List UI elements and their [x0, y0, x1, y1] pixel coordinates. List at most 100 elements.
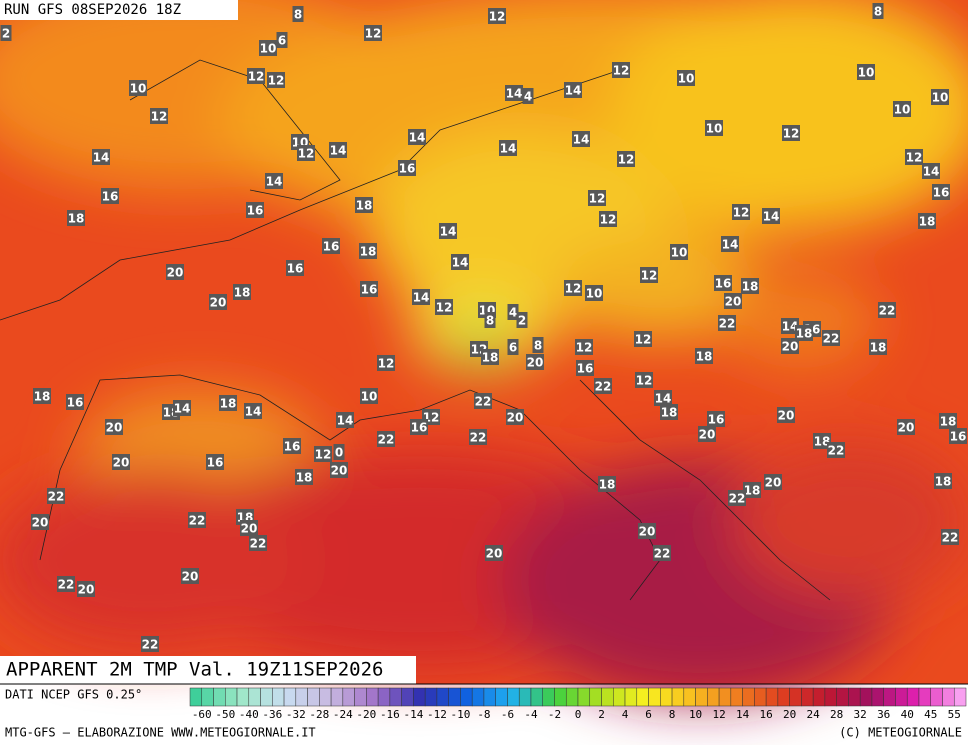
colorbar-swatch	[565, 687, 579, 707]
temperature-label: 20	[527, 356, 544, 370]
label-box	[0, 25, 12, 41]
colorbar-tick-label: -50	[215, 708, 235, 721]
label-box	[714, 275, 732, 291]
colorbar-swatch	[812, 687, 826, 707]
colorbar-tick-label: -40	[239, 708, 259, 721]
label-box	[66, 394, 84, 410]
temperature-label: 16	[708, 413, 725, 427]
label-box	[893, 101, 911, 117]
label-box	[129, 80, 147, 96]
temperature-label: 20	[486, 547, 503, 561]
colorbar-tick-label: -16	[380, 708, 400, 721]
label-box	[653, 545, 671, 561]
colorbar-swatch	[848, 687, 861, 707]
run-label: RUN GFS 08SEP2026 18Z	[4, 2, 181, 18]
temperature-label: 16	[361, 283, 378, 297]
temperature-label: 22	[719, 317, 736, 331]
colorbar-swatch	[906, 687, 920, 707]
temperature-label: 14	[782, 320, 799, 334]
temperature-label: 16	[715, 277, 732, 291]
colorbar-tick-label: 0	[575, 708, 582, 721]
temperature-label: 10	[130, 82, 147, 96]
label-box	[670, 244, 688, 260]
label-box	[594, 378, 612, 394]
colorbar-swatch	[742, 687, 755, 707]
credits-label: MTG-GFS — ELABORAZIONE WWW.METEOGIORNALE…	[5, 726, 316, 740]
temperature-label: 10	[932, 91, 949, 105]
colorbar-tick-label: 28	[830, 708, 843, 721]
temperature-label: 20	[639, 525, 656, 539]
label-box	[575, 339, 593, 355]
label-box	[295, 469, 313, 485]
temperature-label: 20	[32, 516, 49, 530]
label-box	[522, 88, 534, 104]
label-box	[654, 390, 672, 406]
colorbar-swatch	[448, 687, 461, 707]
temperature-label: 12	[618, 153, 635, 167]
label-box	[827, 442, 845, 458]
temperature-label: 10	[858, 66, 875, 80]
colorbar-tick-label: 55	[948, 708, 961, 721]
temperature-label: 16	[102, 190, 119, 204]
label-box	[507, 339, 519, 355]
colorbar-swatch	[707, 687, 720, 707]
label-box	[698, 426, 716, 442]
label-box	[398, 160, 416, 176]
temperature-label: 6	[278, 34, 286, 48]
temperature-label: 18	[696, 350, 713, 364]
label-box	[934, 473, 952, 489]
colorbar-swatch	[542, 687, 555, 707]
label-box	[564, 82, 582, 98]
label-box	[439, 223, 457, 239]
colorbar-swatch	[307, 687, 320, 707]
copyright-label: (C) METEOGIORNALE	[839, 726, 962, 740]
colorbar-tick-label: 6	[645, 708, 652, 721]
colorbar-swatch	[789, 687, 802, 707]
temperature-label: 10	[260, 42, 277, 56]
temperature-label: 18	[919, 215, 936, 229]
temperature-label: 20	[507, 411, 524, 425]
colorbar-swatch	[377, 687, 391, 707]
temperature-label: 4	[524, 90, 532, 104]
temperature-label: 20	[106, 421, 123, 435]
colorbar-tick-label: -8	[477, 708, 490, 721]
label-box	[795, 325, 813, 341]
colorbar-swatch	[401, 687, 414, 707]
temperature-label: 14	[722, 238, 739, 252]
label-box	[695, 348, 713, 364]
label-box	[932, 184, 950, 200]
label-box	[724, 293, 742, 309]
label-box	[572, 131, 590, 147]
temperature-label: 14	[337, 414, 354, 428]
colorbar-swatch	[577, 687, 591, 707]
label-box	[292, 6, 304, 22]
temperature-label: 12	[489, 10, 506, 24]
temperature-label: 12	[268, 74, 285, 88]
temperature-label: 14	[923, 165, 940, 179]
temperature-label: 12	[635, 333, 652, 347]
temperature-label: 18	[482, 351, 499, 365]
temperature-label: 16	[577, 362, 594, 376]
label-box	[506, 409, 524, 425]
colorbar-tick-label: 14	[736, 708, 750, 721]
temperature-label: 20	[778, 409, 795, 423]
temperature-label: 22	[879, 304, 896, 318]
label-box	[297, 145, 315, 161]
label-box	[781, 338, 799, 354]
label-box	[240, 520, 258, 536]
colorbar-swatch	[518, 687, 532, 707]
label-box	[728, 490, 746, 506]
temperature-label: 12	[783, 127, 800, 141]
label-box	[931, 89, 949, 105]
temperature-label: 12	[365, 27, 382, 41]
label-box	[283, 438, 301, 454]
temperature-label: 18	[940, 415, 957, 429]
temperature-label: 4	[509, 306, 517, 320]
temperature-label: 12	[636, 374, 653, 388]
label-box	[499, 140, 517, 156]
label-box	[314, 446, 332, 462]
colorbar-swatch	[589, 687, 602, 707]
colorbar-swatch	[189, 687, 203, 707]
label-box	[732, 204, 750, 220]
colorbar-tick-label: -20	[356, 708, 376, 721]
